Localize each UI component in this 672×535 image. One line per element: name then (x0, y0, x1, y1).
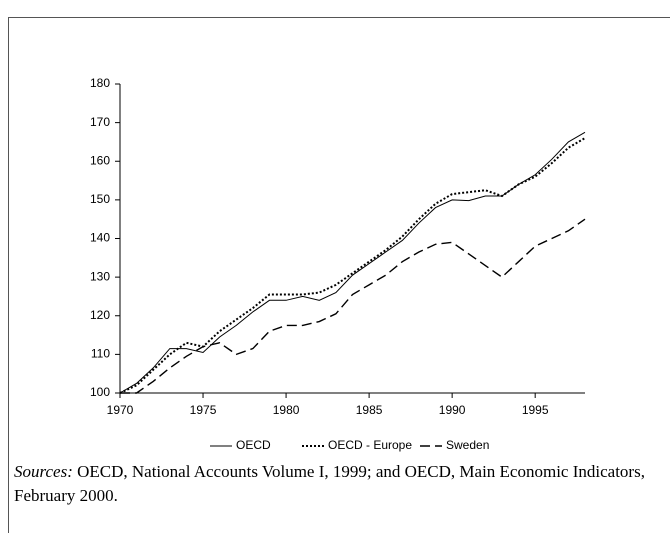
y-tick-label: 130 (90, 269, 110, 283)
series-line (120, 218, 586, 394)
y-tick-label: 120 (90, 308, 110, 322)
y-tick-label: 160 (90, 153, 110, 167)
x-tick-label: 1995 (522, 403, 549, 417)
note-text: OECD, National Accounts Volume I, 1999; … (14, 462, 645, 505)
note-label: Sources: (14, 462, 73, 481)
series-line (119, 131, 586, 394)
y-tick-label: 170 (90, 115, 110, 129)
y-tick-label: 110 (91, 347, 110, 361)
legend-label: OECD (236, 438, 271, 452)
x-tick-label: 1970 (107, 403, 134, 417)
y-tick-label: 140 (90, 231, 110, 245)
frame (8, 17, 670, 533)
source-note: Sources: OECD, National Accounts Volume … (14, 460, 670, 508)
legend-label: OECD - Europe (328, 438, 412, 452)
x-tick-label: 1985 (356, 403, 383, 417)
y-tick-label: 180 (90, 76, 110, 90)
x-tick-label: 1975 (190, 403, 217, 417)
x-tick-label: 1980 (273, 403, 300, 417)
y-tick-label: 150 (90, 192, 110, 206)
y-tick-label: 100 (90, 385, 110, 399)
legend-label: Sweden (446, 438, 489, 452)
x-tick-label: 1990 (439, 403, 466, 417)
